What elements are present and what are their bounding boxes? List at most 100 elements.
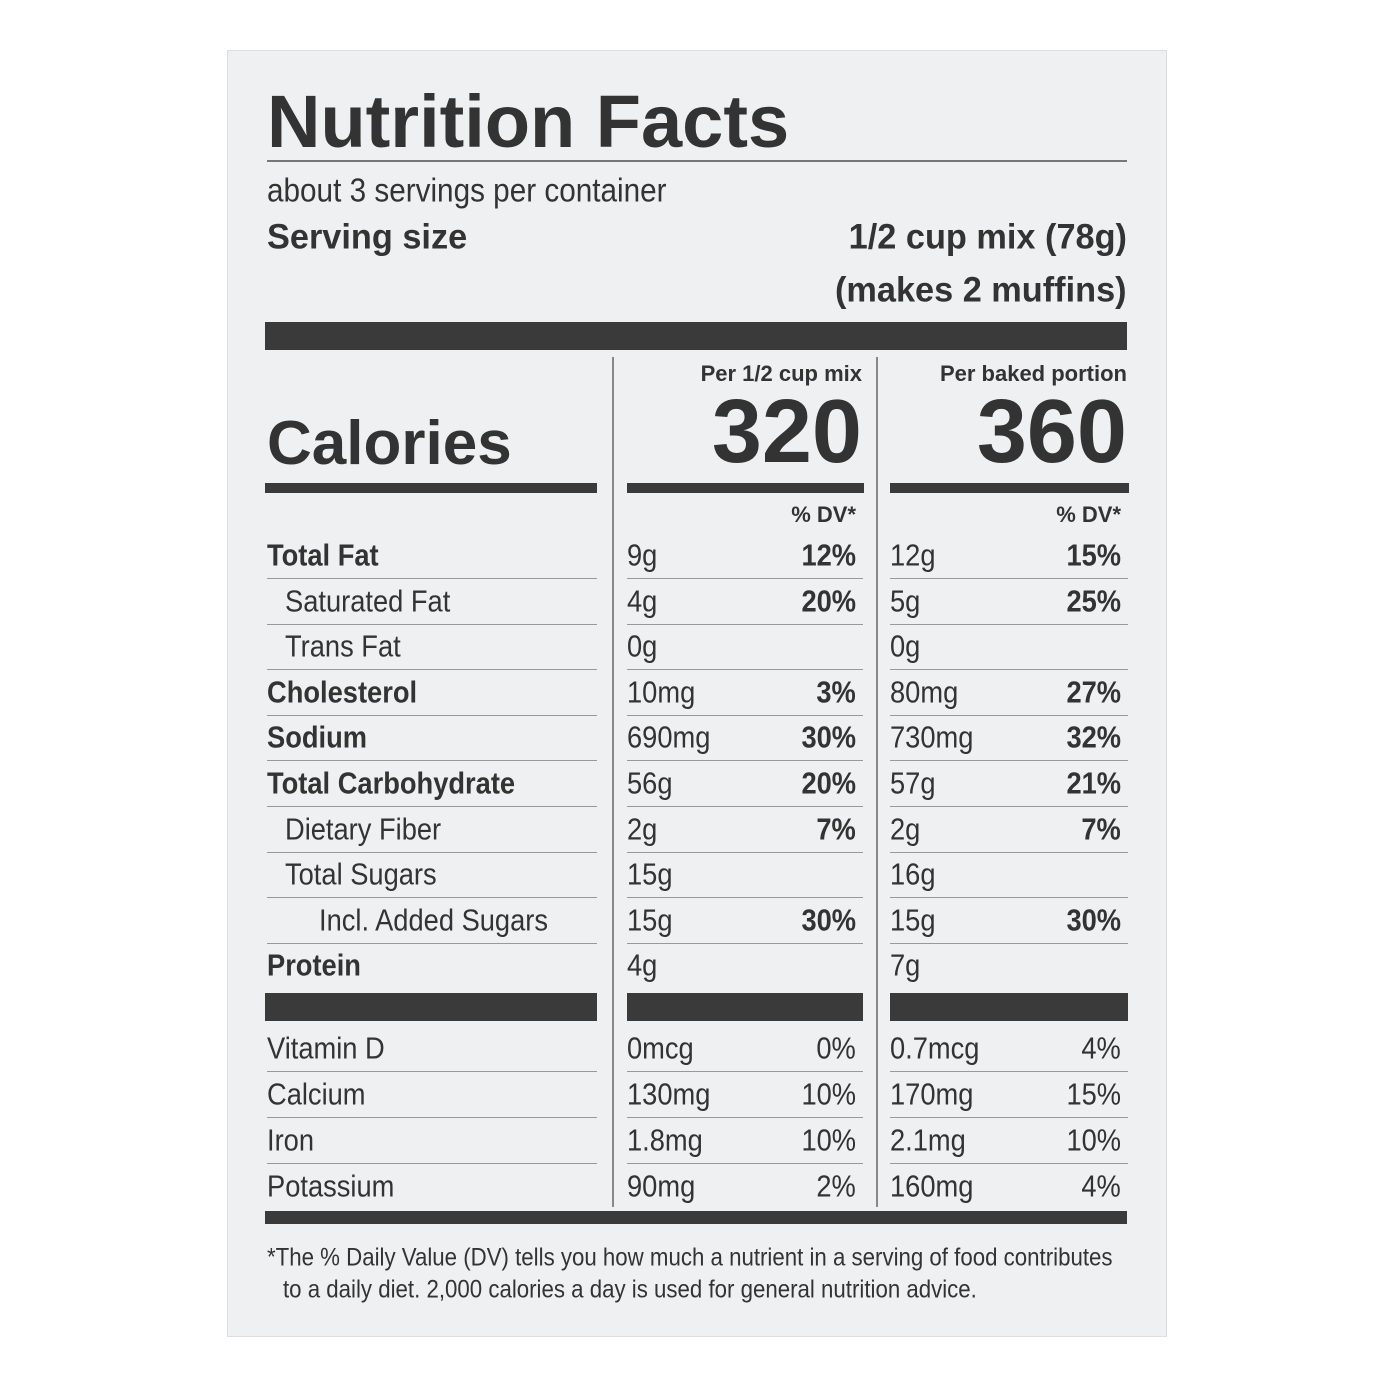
row-rule [267,578,597,579]
nutrient-amount: 130mg [627,1076,711,1112]
nutrient-name: Cholesterol [267,674,418,710]
nutrient-dv: 21% [1066,765,1121,801]
row-rule [267,1071,597,1072]
nutrient-amount: 7g [890,947,921,983]
row-rule [890,942,1128,944]
row-rule [627,714,863,716]
thick-bar [265,322,1127,350]
nutrient-name: Trans Fat [285,628,401,664]
nutrient-amount: 10mg [627,674,696,710]
calories-label: Calories [267,409,512,478]
nutrient-name: Sodium [267,719,368,755]
row-rule [890,897,1128,899]
nutrient-amount: 15g [627,856,673,892]
row-rule [267,806,597,807]
nutrient-name: Protein [267,947,361,983]
footnote: *The % Daily Value (DV) tells you how mu… [267,1243,1113,1272]
vitamin-bar [265,993,597,1021]
nutrient-amount: 4g [627,947,658,983]
nutrient-dv: 0% [816,1030,856,1066]
row-rule [627,578,863,579]
row-rule [627,851,863,853]
title-rule [267,160,1127,162]
nutrient-dv: 15% [1066,537,1121,573]
row-rule [890,851,1128,853]
calories-rule [627,483,864,493]
row-rule [627,760,863,762]
nutrient-amount: 57g [890,765,936,801]
vitamin-bar [627,993,863,1021]
nutrient-dv: 15% [1066,1076,1121,1112]
nutrient-name: Total Sugars [285,856,437,892]
row-rule [890,623,1128,625]
row-rule [627,806,863,807]
row-rule [267,760,597,762]
footnote: to a daily diet. 2,000 calories a day is… [283,1275,977,1304]
nutrient-amount: 160mg [890,1168,974,1204]
nutrient-amount: 0.7mcg [890,1030,980,1066]
column-divider [876,357,878,1207]
row-rule [627,1071,863,1072]
nutrient-dv: 3% [816,674,856,710]
row-rule [267,669,597,671]
nutrient-amount: 9g [627,537,658,573]
nutrient-dv: 30% [801,719,856,755]
row-rule [267,851,597,853]
row-rule [267,1117,597,1118]
nutrient-amount: 730mg [890,719,974,755]
row-rule [890,1117,1128,1118]
nutrient-name: Total Carbohydrate [267,765,516,801]
column-header: Per 1/2 cup mix [700,361,862,386]
nutrient-name: Vitamin D [267,1030,385,1066]
row-rule [627,897,863,899]
nutrient-amount: 4g [627,583,658,619]
nutrient-amount: 690mg [627,719,711,755]
row-rule [890,714,1128,716]
row-rule [890,760,1128,762]
bottom-bar [265,1211,1127,1224]
nutrient-dv: 25% [1066,583,1121,619]
nutrient-amount: 5g [890,583,921,619]
title: Nutrition Facts [267,80,790,163]
row-rule [627,623,863,625]
row-rule [627,1117,863,1118]
serving-size-label: Serving size [267,217,468,257]
nutrient-dv: 4% [1081,1030,1121,1066]
row-rule [890,806,1128,807]
row-rule [267,623,597,625]
row-rule [267,942,597,944]
nutrient-dv: 4% [1081,1168,1121,1204]
calories-rule [890,483,1129,493]
row-rule [890,578,1128,579]
nutrient-dv: 32% [1066,719,1121,755]
nutrient-amount: 56g [627,765,673,801]
row-rule [627,1163,863,1164]
nutrient-amount: 0g [890,628,921,664]
serving-size-value: 1/2 cup mix (78g) [848,217,1127,257]
nutrient-amount: 2g [627,811,658,847]
calories-value: 360 [976,382,1127,482]
nutrient-name: Incl. Added Sugars [319,902,549,938]
nutrition-label [227,50,1167,1337]
nutrient-dv: 10% [801,1076,856,1112]
nutrient-dv: 2% [816,1168,856,1204]
row-rule [267,897,597,899]
nutrient-dv: 20% [801,583,856,619]
nutrient-dv: 7% [1081,811,1121,847]
nutrient-name: Dietary Fiber [285,811,442,847]
nutrient-dv: 30% [801,902,856,938]
nutrient-name: Calcium [267,1076,366,1112]
nutrient-amount: 16g [890,856,936,892]
nutrient-amount: 2.1mg [890,1122,966,1158]
nutrient-amount: 90mg [627,1168,696,1204]
nutrient-amount: 80mg [890,674,959,710]
nutrient-dv: 12% [801,537,856,573]
nutrient-dv: 10% [801,1122,856,1158]
nutrient-dv: 27% [1066,674,1121,710]
nutrient-amount: 170mg [890,1076,974,1112]
nutrient-amount: 15g [627,902,673,938]
calories-rule [265,483,597,493]
row-rule [890,1071,1128,1072]
row-rule [267,1163,597,1164]
